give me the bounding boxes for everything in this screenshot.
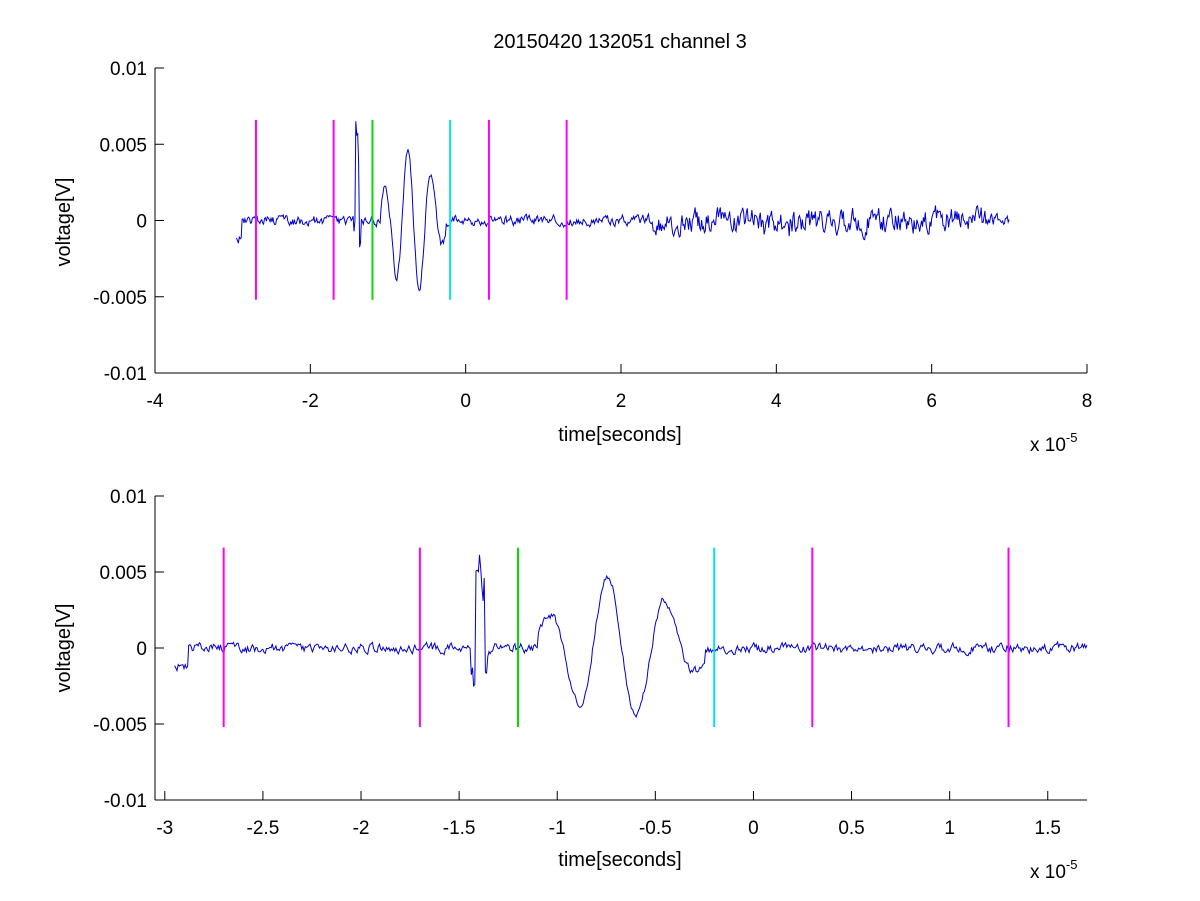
top-y-tick-label: 0 bbox=[136, 212, 147, 233]
top-x-tick-label: 4 bbox=[771, 391, 782, 412]
bottom-x-tick-label: -2.5 bbox=[247, 818, 280, 839]
bottom-x-tick-label: -3 bbox=[156, 818, 173, 839]
bottom-x-tick-label: 0.5 bbox=[838, 818, 864, 839]
top-y-tick-label: -0.005 bbox=[93, 288, 147, 309]
top-x-tick-label: 2 bbox=[616, 391, 627, 412]
bottom-x-tick-label: -1.5 bbox=[443, 818, 476, 839]
bottom-x-axis-label: time[seconds] bbox=[558, 849, 681, 871]
bottom-x-tick-label: -1 bbox=[549, 818, 566, 839]
top-signal-trace bbox=[236, 121, 1010, 292]
bottom-x-exponent: x 10-5 bbox=[1030, 857, 1077, 883]
bottom-y-tick-label: -0.005 bbox=[93, 715, 147, 736]
top-x-exponent-power: -5 bbox=[1066, 430, 1078, 445]
top-x-tick-label: 8 bbox=[1082, 391, 1093, 412]
axes-top: 0.01 0.005 0 -0.005 -0.01-4 -2 0 2 4 6 8 bbox=[93, 59, 1092, 412]
top-x-tick-label: 0 bbox=[460, 391, 471, 412]
top-x-tick-label: -4 bbox=[147, 391, 164, 412]
top-x-axis-label: time[seconds] bbox=[558, 424, 681, 446]
bottom-x-tick-label: 1.5 bbox=[1035, 818, 1061, 839]
bottom-y-tick-label: 0.005 bbox=[99, 563, 147, 584]
bottom-x-tick-label: -2 bbox=[353, 818, 370, 839]
bottom-y-tick-label: -0.01 bbox=[104, 791, 147, 812]
top-x-exponent: x 10-5 bbox=[1030, 430, 1077, 456]
bottom-x-exponent-base: x 10 bbox=[1030, 862, 1066, 883]
bottom-y-tick-label: 0 bbox=[136, 639, 147, 660]
chart-title: 20150420 132051 channel 3 bbox=[493, 31, 747, 53]
bottom-y-tick-label: 0.01 bbox=[110, 487, 147, 508]
top-y-tick-label: -0.01 bbox=[104, 364, 147, 385]
bottom-y-axis-label: voltage[V] bbox=[53, 604, 75, 693]
top-x-exponent-base: x 10 bbox=[1030, 435, 1066, 456]
top-y-axis-label: voltage[V] bbox=[53, 178, 75, 267]
top-x-tick-label: 6 bbox=[926, 391, 937, 412]
bottom-signal-trace bbox=[174, 554, 1088, 719]
bottom-x-tick-label: 0 bbox=[748, 818, 759, 839]
bottom-x-tick-label: -0.5 bbox=[639, 818, 672, 839]
top-y-tick-label: 0.01 bbox=[110, 59, 147, 80]
axes-bottom: 0.01 0.005 0 -0.005 -0.01 -3 -2.5 -2 -1.5 -1 -0.5 0… bbox=[93, 487, 1088, 839]
bottom-x-exponent-power: -5 bbox=[1066, 857, 1078, 872]
bottom-x-tick-label: 1 bbox=[944, 818, 955, 839]
top-x-tick-label: -2 bbox=[302, 391, 319, 412]
top-y-tick-label: 0.005 bbox=[99, 135, 147, 156]
